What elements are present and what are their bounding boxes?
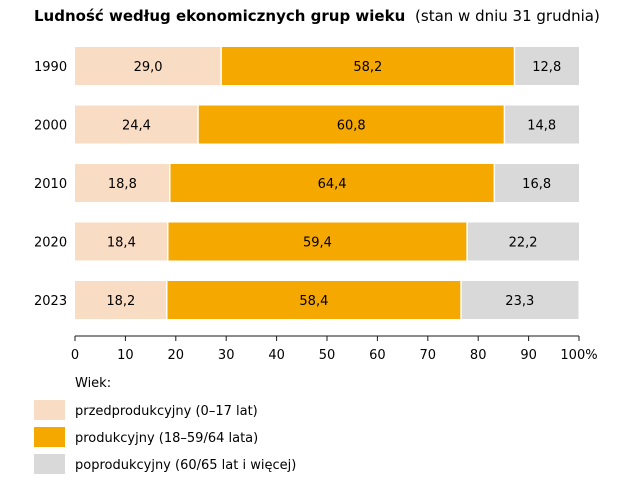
data-label: 23,3: [505, 294, 534, 309]
data-label: 24,4: [122, 119, 151, 134]
bar-segment: [221, 47, 515, 85]
data-label: 18,4: [107, 236, 136, 251]
x-tick-label: 20: [168, 348, 185, 363]
data-label: 12,8: [532, 60, 561, 75]
data-label: 29,0: [134, 60, 163, 75]
x-tick-label: 60: [369, 348, 386, 363]
legend-label: poprodukcyjny (60/65 lat i więcej): [75, 458, 296, 473]
legend-label: przedprodukcyjny (0–17 lat): [75, 404, 258, 419]
x-axis: 0 10 20 30 40 50 60 70 80 90 100%: [71, 335, 598, 363]
data-label: 22,2: [509, 236, 538, 251]
bar-segment: [197, 105, 505, 144]
bar-segment: [75, 105, 198, 144]
legend-swatch: [34, 400, 65, 420]
data-label: 58,2: [353, 60, 382, 75]
legend-swatch: [34, 454, 65, 474]
bar-segment: [167, 222, 468, 261]
x-tick-label: 90: [520, 348, 537, 363]
data-label: 58,4: [299, 294, 328, 309]
x-tick-label: 40: [268, 348, 285, 363]
bar-segment: [169, 164, 495, 202]
legend: Wiek: przedprodukcyjny (0–17 lat) produkcy…: [34, 376, 296, 474]
x-tick-label: 50: [319, 348, 336, 363]
bar-segment: [166, 281, 462, 319]
chart-subtitle: (stan w dniu 31 grudnia): [415, 7, 600, 25]
bar-segment: [461, 281, 579, 319]
category-label: 2010: [34, 177, 67, 192]
data-label: 18,8: [108, 177, 137, 192]
data-label: 16,8: [522, 177, 551, 192]
data-label: 64,4: [318, 177, 347, 192]
bar-segment: [75, 164, 170, 202]
bar-segment: [75, 222, 168, 261]
x-tick-label: 80: [470, 348, 487, 363]
bar-segment: [75, 281, 167, 319]
data-label: 60,8: [337, 119, 366, 134]
legend-label: produkcyjny (18–59/64 lata): [75, 431, 258, 446]
x-tick-label: 100%: [560, 348, 597, 363]
bar-segment: [504, 105, 579, 144]
category-label: 1990: [34, 60, 67, 75]
bar-segment: [467, 222, 579, 261]
x-tick-label: 70: [420, 348, 437, 363]
category-label: 2000: [34, 119, 67, 134]
chart-title: Ludność według ekonomicznych grup wieku …: [34, 7, 600, 25]
data-label: 18,2: [106, 294, 135, 309]
data-label: 59,4: [303, 236, 332, 251]
chart-title-main: Ludność według ekonomicznych grup wieku: [34, 7, 405, 25]
bar-segment: [75, 47, 222, 85]
legend-title: Wiek:: [75, 376, 111, 391]
bar-segment: [494, 164, 579, 202]
data-label: 14,8: [527, 119, 556, 134]
x-tick-label: 0: [71, 348, 79, 363]
category-label: 2023: [34, 294, 67, 309]
legend-swatch: [34, 427, 65, 447]
x-tick-label: 10: [117, 348, 134, 363]
x-tick-label: 30: [218, 348, 235, 363]
category-label: 2020: [34, 236, 67, 251]
bars-group: 1990 29,0 58,2 12,8 2000 24,4 60,8 14,8 2010 18,8…: [34, 47, 579, 319]
bar-segment: [514, 47, 579, 85]
